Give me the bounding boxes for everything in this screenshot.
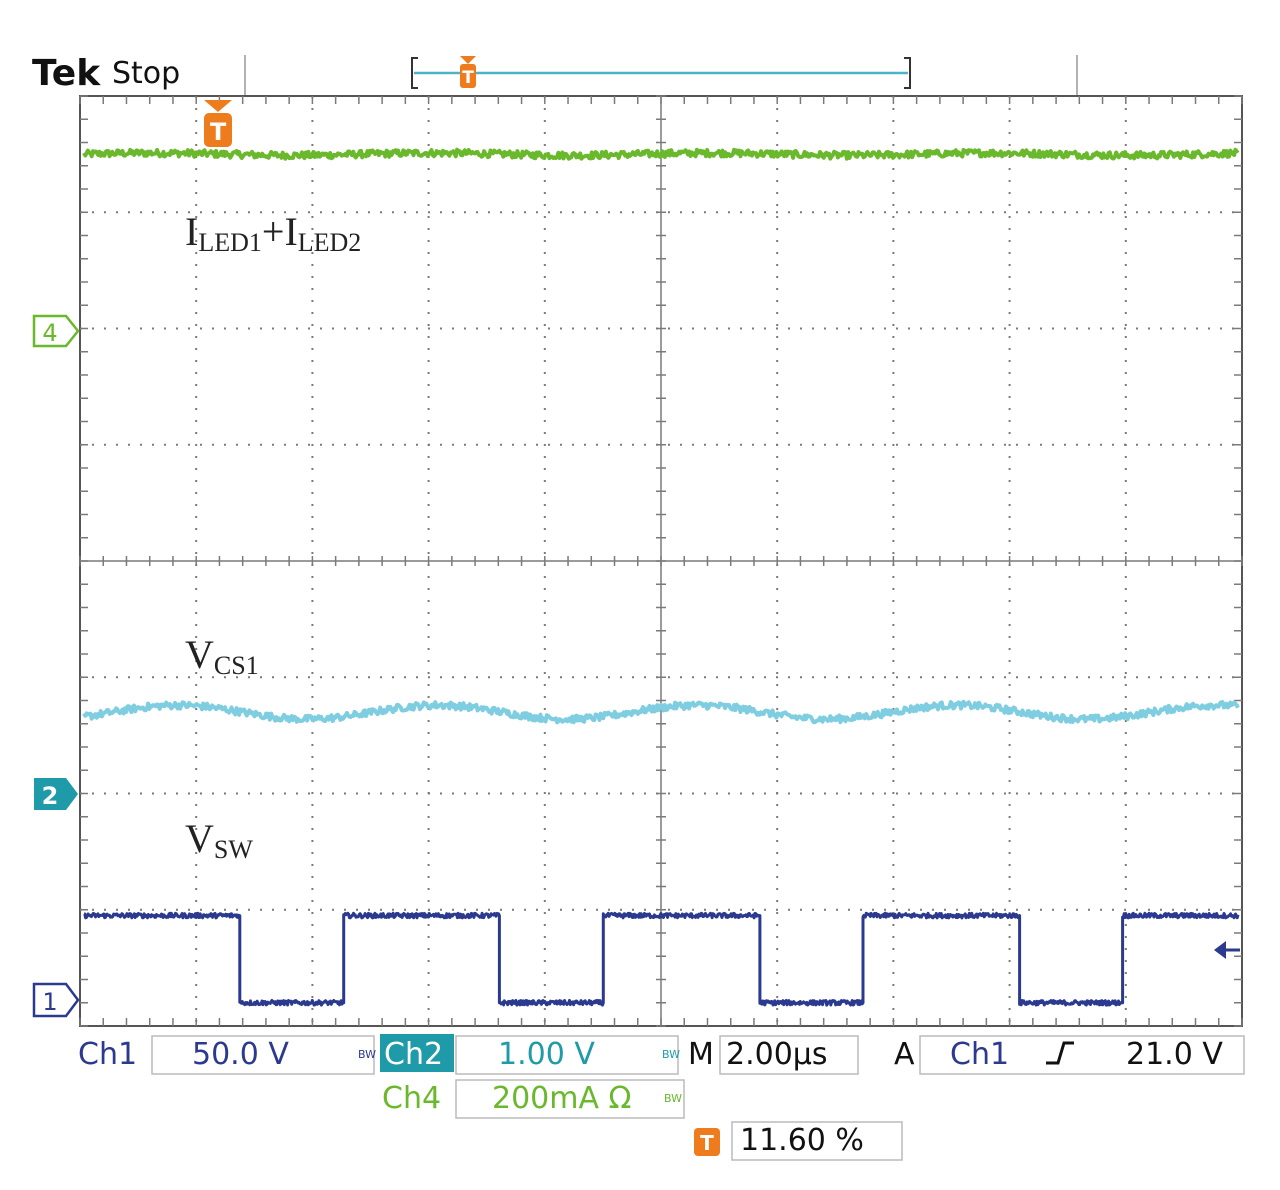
ch2-scale-box <box>455 1035 679 1075</box>
svg-text:2: 2 <box>42 782 59 810</box>
acquisition-label: A <box>894 1037 915 1072</box>
label-iled: ILED1+ILED2 <box>185 209 361 257</box>
timebase-value: 2.00µs <box>726 1037 828 1072</box>
label-vsw: VSW <box>185 816 253 864</box>
svg-text:T: T <box>462 68 474 88</box>
label-vcs1: VCS1 <box>185 632 259 680</box>
svg-text:T: T <box>210 118 227 146</box>
record-trigger-marker: T <box>460 56 476 88</box>
record-view-bar <box>411 57 911 89</box>
svg-text:4: 4 <box>42 319 57 347</box>
run-state-label: Stop <box>112 56 180 91</box>
ch2-label: Ch2 <box>384 1037 443 1072</box>
ch4-scale-value: 200mA Ω <box>492 1081 631 1116</box>
ch4-ground-marker[interactable]: 4 <box>32 314 80 348</box>
trigger-position-value: 11.60 % <box>740 1123 864 1158</box>
timebase-label: M <box>688 1037 714 1072</box>
ch4-scale-box <box>455 1079 685 1119</box>
trace-ch4-iled <box>82 147 1240 161</box>
trigger-position-marker: T <box>204 100 232 147</box>
svg-text:T: T <box>700 1131 714 1155</box>
ch4-label: Ch4 <box>382 1081 441 1116</box>
trace-ch1-vsw <box>83 911 1240 1007</box>
trigger-position-box <box>731 1121 903 1161</box>
timebase-box <box>719 1035 859 1075</box>
ch1-bw-mark: BW <box>358 1048 376 1061</box>
ch4-bw-mark: BW <box>664 1092 682 1105</box>
trigger-position-icon: T <box>694 1128 720 1156</box>
ch1-scale-value: 50.0 V <box>192 1037 289 1072</box>
svg-text:VSW: VSW <box>185 816 253 864</box>
ch2-scale-value: 1.00 V <box>498 1037 595 1072</box>
svg-text:1: 1 <box>42 988 57 1016</box>
ch2-label-badge <box>380 1034 454 1072</box>
ch1-label: Ch1 <box>78 1037 137 1072</box>
graticule-grid <box>79 95 1243 1027</box>
ch2-ground-marker[interactable]: 2 <box>34 778 78 810</box>
ch1-scale-box <box>151 1035 375 1075</box>
trace-ch2-vcs1 <box>82 699 1240 725</box>
svg-text:ILED1+ILED2: ILED1+ILED2 <box>185 209 361 257</box>
brand-label: Tek <box>32 53 101 94</box>
ch1-ground-marker[interactable]: 1 <box>32 982 80 1018</box>
trigger-readout-box <box>919 1035 1245 1075</box>
trigger-slope-rising-icon <box>1046 1041 1074 1065</box>
trigger-source: Ch1 <box>950 1037 1009 1072</box>
trigger-level-arrow <box>1214 941 1240 959</box>
svg-text:VCS1: VCS1 <box>185 632 259 680</box>
trigger-level-value: 21.0 V <box>1126 1037 1223 1072</box>
ch2-bw-mark: BW <box>662 1048 680 1061</box>
